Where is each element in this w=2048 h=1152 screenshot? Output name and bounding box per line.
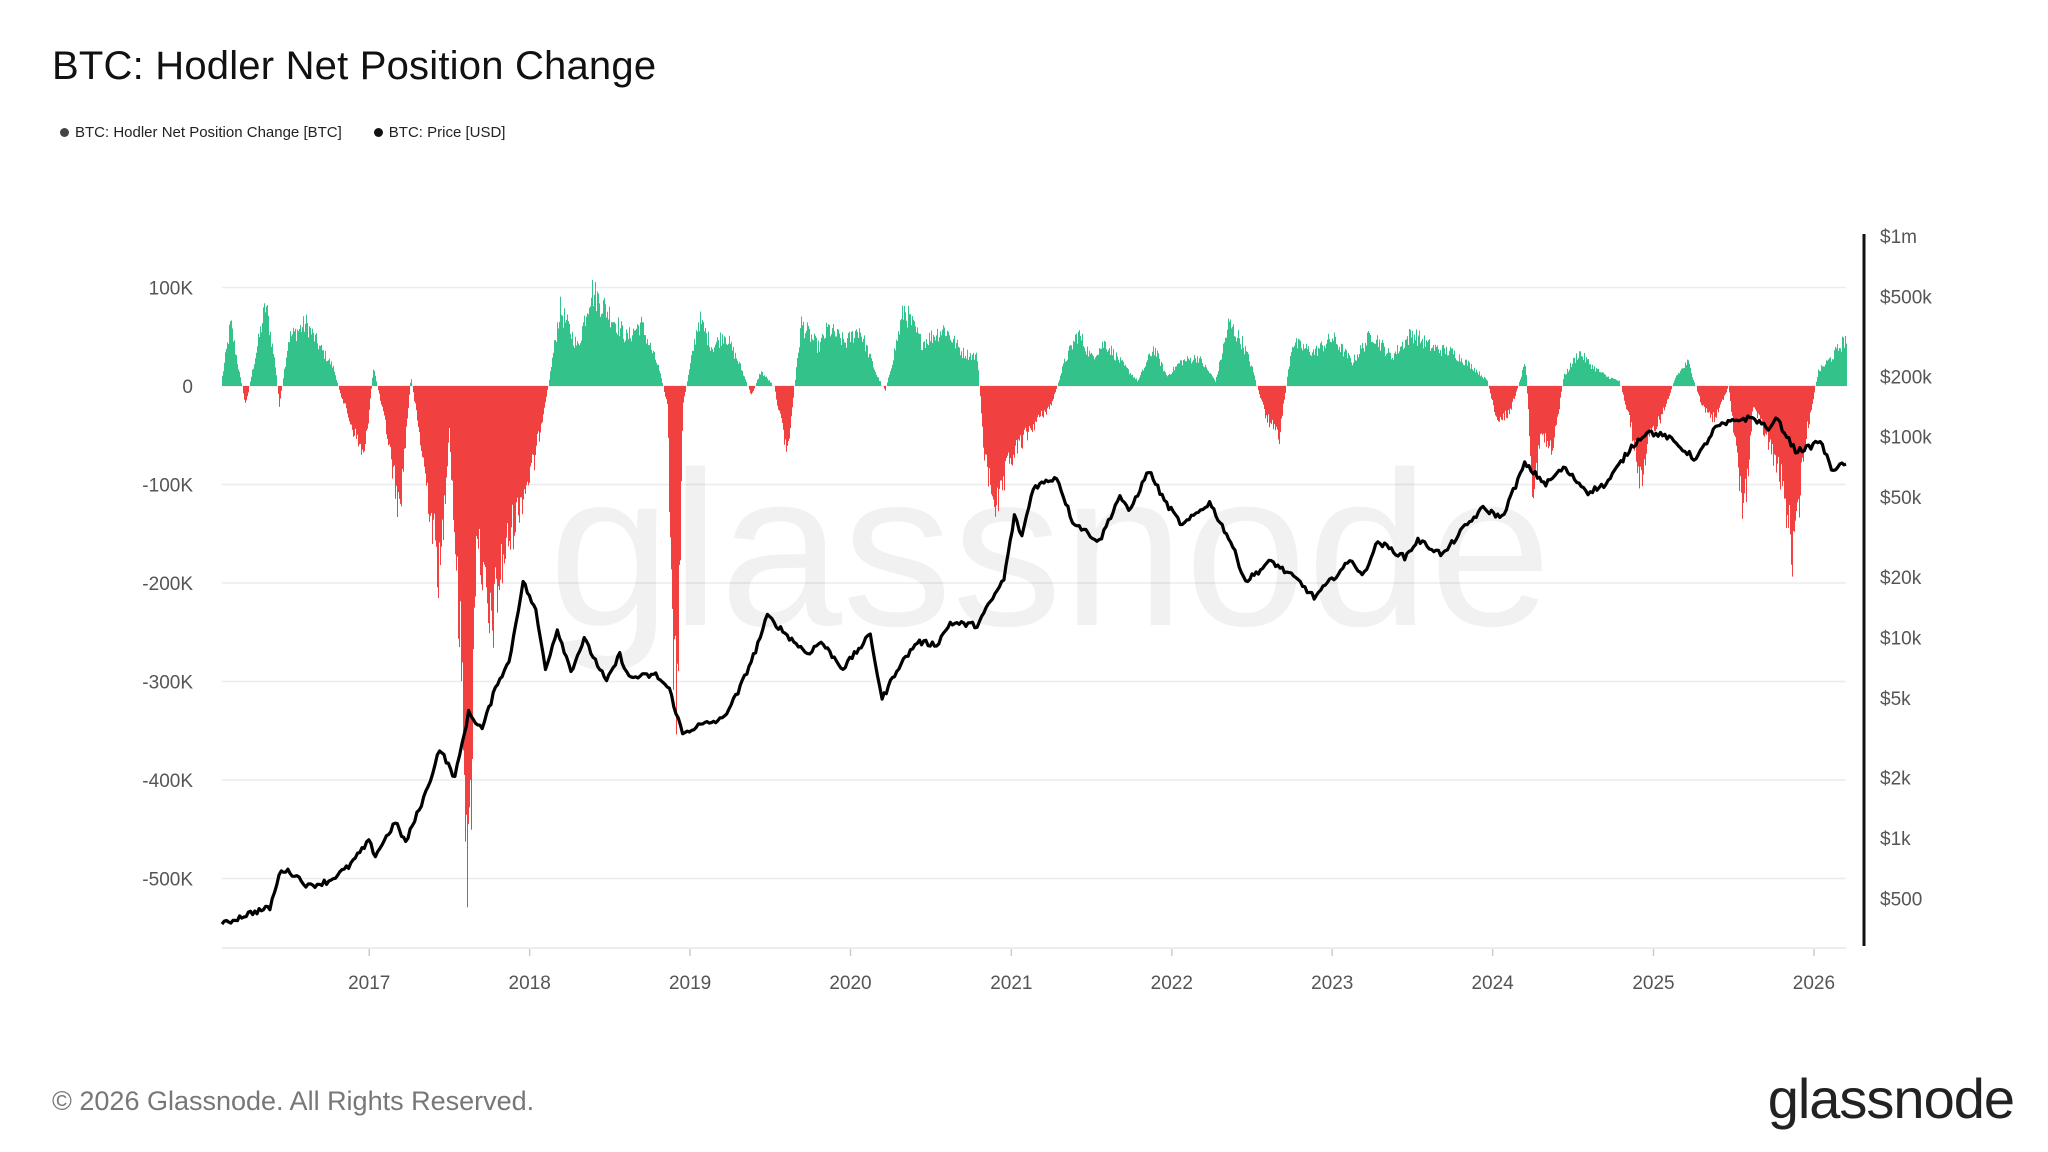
x-tick-label: 2017 bbox=[348, 973, 390, 994]
legend: BTC: Hodler Net Position Change [BTC] BT… bbox=[60, 124, 505, 141]
right-tick-label: $200k bbox=[1880, 367, 1932, 388]
price-line-group bbox=[220, 414, 1847, 926]
x-tick-label: 2025 bbox=[1632, 973, 1674, 994]
left-tick-label: 100K bbox=[149, 279, 194, 300]
x-tick-label: 2019 bbox=[669, 973, 711, 994]
right-tick-label: $100k bbox=[1880, 428, 1932, 449]
right-tick-label: $500k bbox=[1880, 287, 1932, 308]
x-tick-label: 2021 bbox=[990, 973, 1032, 994]
right-tick-label: $500 bbox=[1880, 889, 1922, 910]
left-tick-label: 0 bbox=[182, 377, 193, 398]
right-tick-label: $2k bbox=[1880, 769, 1911, 790]
net-position-negative-area bbox=[243, 386, 1815, 908]
right-axis-labels: $1m $500k $200k $100k $50k $20k $10k $5k $2k $1k $… bbox=[1880, 227, 1932, 910]
x-axis-labels: 2017 2018 2019 2020 2021 2022 2023 2024 2025 2026 bbox=[348, 948, 1835, 994]
x-tick-label: 2023 bbox=[1311, 973, 1353, 994]
right-tick-label: $10k bbox=[1880, 628, 1922, 649]
price-line bbox=[220, 414, 1847, 926]
right-tick-label: $5k bbox=[1880, 689, 1911, 710]
x-tick-label: 2022 bbox=[1151, 973, 1193, 994]
glassnode-logo: glassnode bbox=[1767, 1067, 2015, 1130]
x-tick-label: 2018 bbox=[509, 973, 551, 994]
copyright-text: © 2026 Glassnode. All Rights Reserved. bbox=[52, 1086, 535, 1116]
left-axis-labels: 100K 0 -100K -200K -300K -400K -500K bbox=[142, 279, 193, 891]
right-tick-label: $1m bbox=[1880, 227, 1917, 248]
right-tick-label: $1k bbox=[1880, 829, 1911, 850]
legend-dot-net-position bbox=[60, 128, 69, 137]
left-tick-label: -500K bbox=[142, 870, 193, 891]
x-tick-label: 2020 bbox=[829, 973, 871, 994]
left-tick-label: -400K bbox=[142, 771, 193, 792]
left-tick-label: -200K bbox=[142, 574, 193, 595]
net-position-areas bbox=[222, 279, 1847, 908]
right-tick-label: $50k bbox=[1880, 488, 1922, 509]
legend-item-price[interactable]: BTC: Price [USD] bbox=[373, 124, 506, 141]
watermark: glassnode bbox=[549, 426, 1552, 672]
left-tick-label: -100K bbox=[142, 476, 193, 497]
chart-title: BTC: Hodler Net Position Change bbox=[52, 44, 657, 88]
x-tick-label: 2024 bbox=[1471, 973, 1514, 994]
legend-dot-price bbox=[373, 128, 383, 137]
x-tick-label: 2026 bbox=[1793, 973, 1835, 994]
legend-label-price: BTC: Price [USD] bbox=[388, 124, 506, 141]
left-tick-label: -300K bbox=[142, 673, 193, 694]
legend-label-net-position: BTC: Hodler Net Position Change [BTC] bbox=[75, 124, 342, 141]
net-position-positive-area bbox=[222, 279, 1847, 386]
legend-item-net-position[interactable]: BTC: Hodler Net Position Change [BTC] bbox=[60, 124, 342, 141]
right-tick-label: $20k bbox=[1880, 568, 1922, 589]
